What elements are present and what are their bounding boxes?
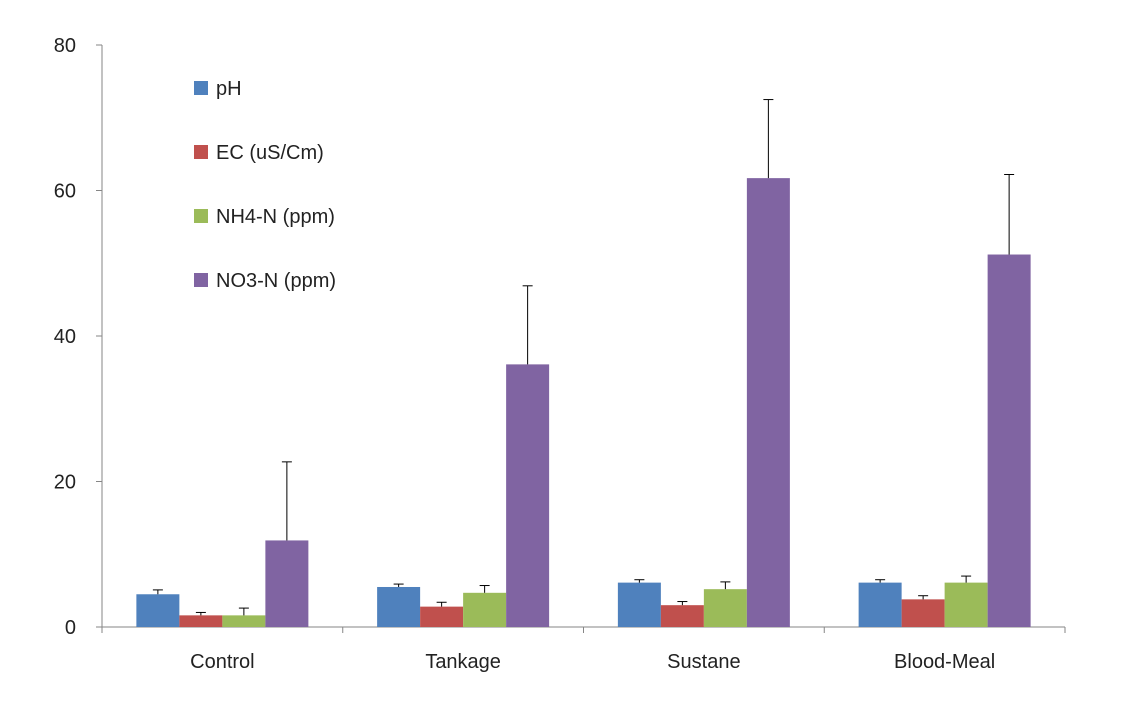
y-tick-label: 80: [54, 35, 76, 57]
y-tick-label: 60: [54, 181, 76, 203]
category-label: Blood-Meal: [894, 651, 995, 673]
legend-label: NO3-N (ppm): [216, 270, 336, 292]
bar: [703, 589, 747, 627]
y-tick-label: 0: [65, 617, 76, 639]
legend-label: EC (uS/Cm): [216, 142, 324, 164]
category-label: Sustane: [667, 651, 740, 673]
bar: [377, 586, 421, 627]
bar: [506, 364, 550, 627]
bar: [420, 606, 464, 627]
y-tick-label: 40: [54, 326, 76, 348]
bars: [136, 99, 1031, 627]
legend-swatch: [194, 145, 208, 159]
legend-swatch: [194, 209, 208, 223]
y-axis: 0 20 40 60 80: [54, 35, 103, 639]
legend-swatch: [194, 81, 208, 95]
x-axis: Control Tankage Sustane Blood-Meal: [101, 626, 1066, 673]
legend-label: NH4-N (ppm): [216, 206, 335, 228]
bar: [265, 540, 309, 627]
bar: [222, 615, 266, 627]
bar: [858, 582, 902, 627]
bar: [617, 582, 661, 627]
bar: [746, 178, 790, 627]
bar: [660, 605, 704, 627]
legend: pH EC (uS/Cm) NH4-N (ppm) NO3-N (ppm): [194, 78, 336, 292]
bar: [179, 615, 223, 627]
category-label: Tankage: [425, 651, 501, 673]
legend-label: pH: [216, 78, 242, 100]
legend-swatch: [194, 273, 208, 287]
bar: [987, 254, 1031, 627]
y-tick-label: 20: [54, 472, 76, 494]
bar: [901, 599, 945, 627]
bar: [136, 594, 180, 627]
bar: [463, 592, 507, 627]
bar: [944, 582, 988, 627]
category-label: Control: [190, 651, 254, 673]
